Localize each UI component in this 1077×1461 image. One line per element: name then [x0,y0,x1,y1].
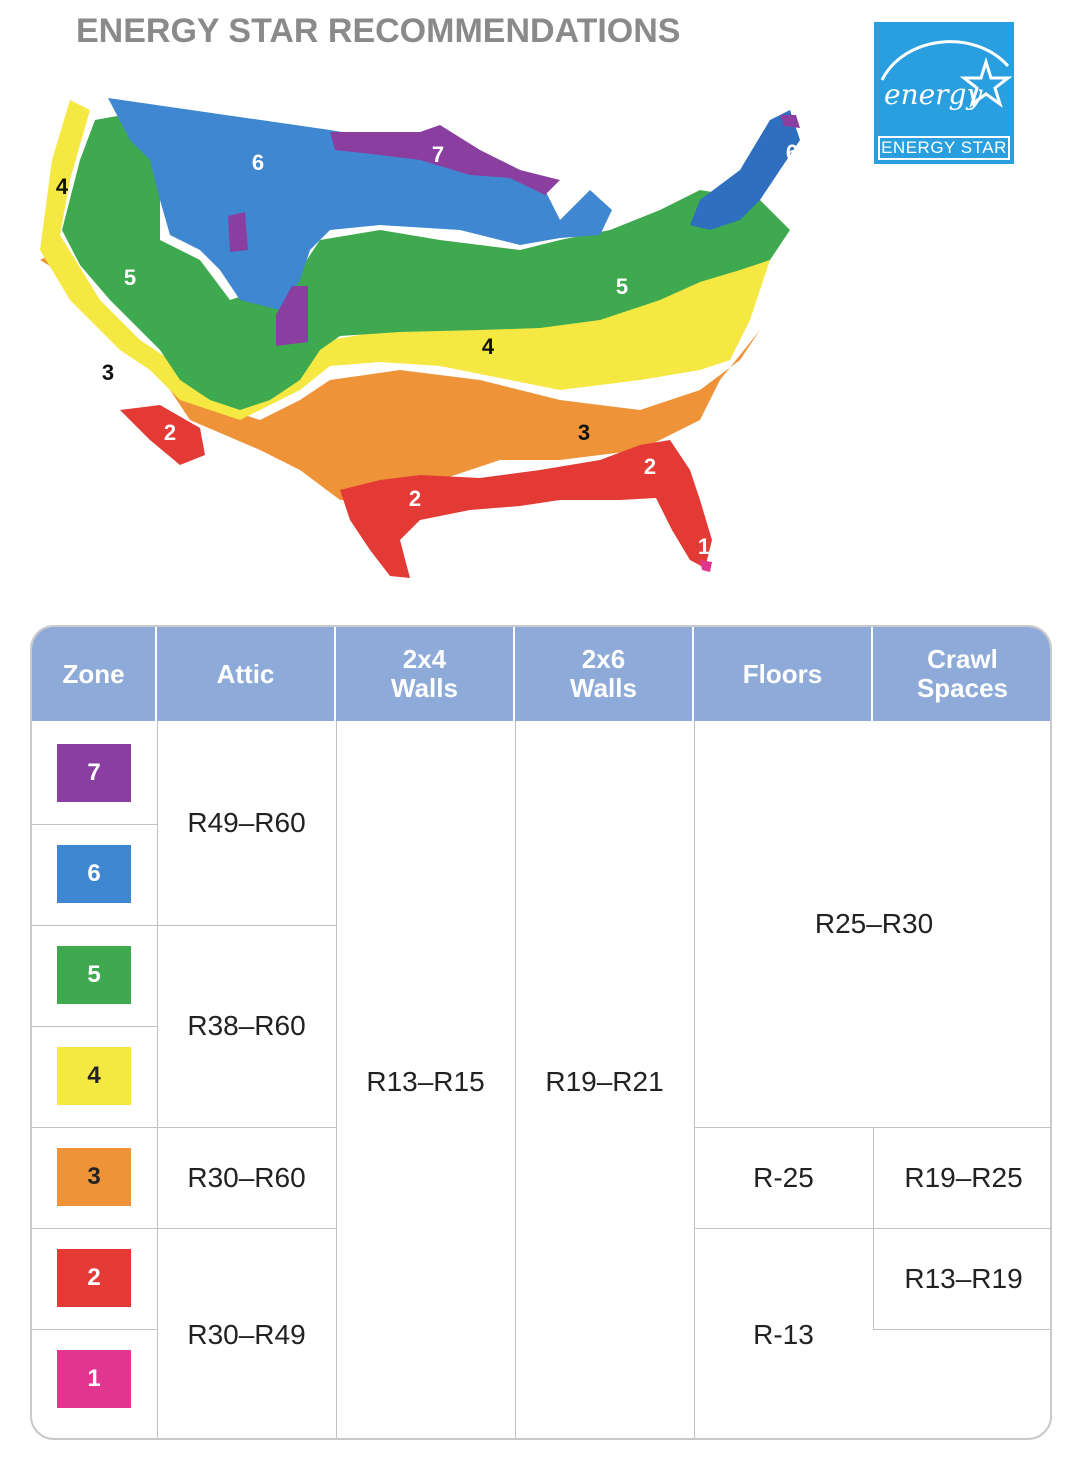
table-header: Zone Attic 2x4 Walls 2x6 Walls Floors Cr… [32,627,1050,721]
map-label-zone-4-west: 4 [56,174,69,199]
map-label-zone-4-central: 4 [482,334,495,359]
attic-zones-5-4: R38–R60 [187,1010,306,1041]
map-label-zone-3-south: 3 [578,420,590,445]
zone-7-region [330,125,560,195]
map-label-zone-3-west: 3 [102,360,114,385]
r-value-table: Zone Attic 2x4 Walls 2x6 Walls Floors Cr… [30,625,1052,1440]
logo-label: ENERGY STAR [878,136,1010,160]
header-zone: Zone [32,627,157,721]
header-crawl-spaces: Crawl Spaces [916,644,1009,703]
header-floors: Floors [694,627,873,721]
us-map: 7 6 6 4 5 5 4 3 3 2 2 2 1 [40,98,800,578]
zone-3-region [40,250,760,500]
floors-zones-2-1: R-13 [753,1319,814,1350]
map-label-zone-2-east: 2 [644,454,656,479]
map-label-zone-5-east: 5 [616,274,628,299]
walls-2x6-value: R19–R21 [545,1065,664,1097]
climate-zone-map: 7 6 6 4 5 5 4 3 3 2 2 2 1 [0,60,840,600]
zone-6-region [108,98,612,310]
map-label-zone-5-west: 5 [124,265,136,290]
zone-1-region [700,560,712,572]
zone-1-swatch: 1 [57,1350,131,1408]
header-attic: Attic [157,627,336,721]
energy-star-logo: energy ENERGY STAR [874,22,1014,164]
zone-4-swatch: 4 [57,1047,131,1105]
zone-2-region [340,440,712,578]
map-label-zone-2-west: 2 [164,420,176,445]
floors-crawl-zones-7-4: R25–R30 [814,908,934,939]
zone-6-swatch: 6 [57,845,131,903]
crawl-zones-2-1: R13–R19 [904,1262,1023,1294]
walls-2x4-value: R13–R15 [366,1065,485,1097]
attic-zone-3: R30–R60 [187,1161,306,1193]
floors-zone-3: R-25 [753,1161,814,1193]
map-label-zone-6-east: 6 [786,140,798,165]
map-label-zone-6-west: 6 [252,150,264,175]
svg-text:energy: energy [884,78,983,111]
attic-zones-2-1: R30–R49 [187,1319,306,1350]
zone-7-swatch: 7 [57,744,131,802]
zone-5-region [62,110,790,410]
zone-4-region [40,100,770,420]
zone-3-swatch: 3 [57,1148,131,1206]
map-label-zone-1: 1 [698,534,710,559]
page-title: ENERGY STAR RECOMMENDATIONS [76,12,681,50]
zone-2-swatch: 2 [57,1249,131,1307]
crawl-zone-3: R19–R25 [904,1161,1023,1193]
energy-star-icon: energy [880,40,1013,111]
header-2x4-walls: 2x4 Walls [336,627,515,721]
zone-5-swatch: 5 [57,946,131,1004]
map-label-zone-2-texas: 2 [409,486,421,511]
map-label-zone-7: 7 [432,142,444,167]
header-2x6-walls: 2x6 Walls [515,627,694,721]
attic-zones-7-6: R49–R60 [187,807,306,838]
